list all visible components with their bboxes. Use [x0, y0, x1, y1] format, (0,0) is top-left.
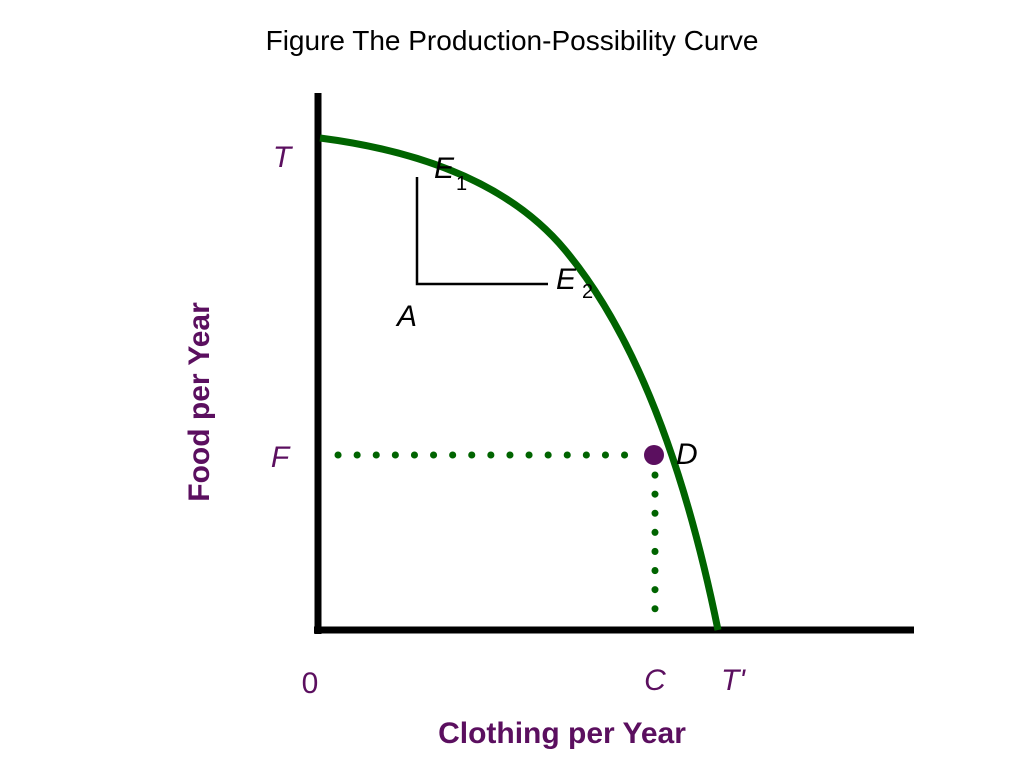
point-e1-subscript: 1 — [456, 173, 467, 195]
y-marker-f: F — [271, 441, 291, 474]
x-marker-t-prime: T' — [721, 664, 746, 697]
point-e2-label: E — [556, 263, 577, 296]
y-marker-t: T — [273, 141, 294, 174]
x-axis-title: Clothing per Year — [438, 717, 686, 750]
point-a-label: A — [395, 300, 417, 333]
origin-label: 0 — [302, 667, 319, 700]
ppc-curve — [319, 134, 722, 631]
tradeoff-triangle — [415, 177, 548, 286]
point-e2-subscript: 2 — [582, 281, 593, 303]
point-e1-label: E — [434, 152, 455, 185]
point-d-marker — [644, 445, 664, 465]
y-axis-title: Food per Year — [183, 302, 216, 502]
x-marker-c: C — [644, 664, 666, 697]
chart-title: Figure The Production-Possibility Curve — [266, 25, 759, 56]
point-d-label: D — [676, 438, 698, 471]
